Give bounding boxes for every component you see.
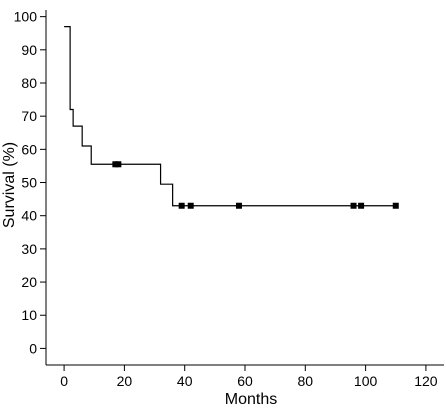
y-ticks: 0 10 20 30 40 50 60 70 80 90 100 (14, 9, 46, 356)
y-tick-label: 70 (21, 108, 37, 124)
x-ticks: 0 20 40 60 80 100 120 (60, 365, 438, 389)
y-axis-title: Survival (%) (1, 142, 18, 228)
x-tick-label: 60 (237, 373, 253, 389)
x-tick-label: 120 (414, 373, 438, 389)
x-tick-label: 80 (298, 373, 314, 389)
y-tick-label: 50 (21, 175, 37, 191)
axes: 0 20 40 60 80 100 120 0 10 20 30 40 50 60 70 80 90 100 (14, 9, 444, 389)
y-tick-label: 20 (21, 274, 37, 290)
x-tick-label: 40 (177, 373, 193, 389)
x-tick-label: 0 (60, 373, 68, 389)
y-tick-label: 60 (21, 141, 37, 157)
censor-mark (112, 161, 119, 168)
y-tick-label: 100 (14, 9, 38, 25)
censor-mark (187, 202, 194, 209)
censor-marks (112, 161, 399, 209)
censor-mark (178, 202, 185, 209)
x-axis-title: Months (225, 391, 277, 408)
y-tick-label: 10 (21, 307, 37, 323)
censor-mark (392, 202, 399, 209)
y-tick-label: 80 (21, 75, 37, 91)
survival-curve (64, 25, 396, 207)
y-tick-label: 30 (21, 241, 37, 257)
censor-mark (115, 161, 122, 168)
y-tick-label: 40 (21, 208, 37, 224)
y-tick-label: 0 (29, 340, 37, 356)
y-tick-label: 90 (21, 42, 37, 58)
censor-mark (350, 202, 357, 209)
censor-mark (358, 202, 365, 209)
x-tick-label: 100 (354, 373, 378, 389)
x-tick-label: 20 (117, 373, 133, 389)
censor-mark (235, 202, 242, 209)
